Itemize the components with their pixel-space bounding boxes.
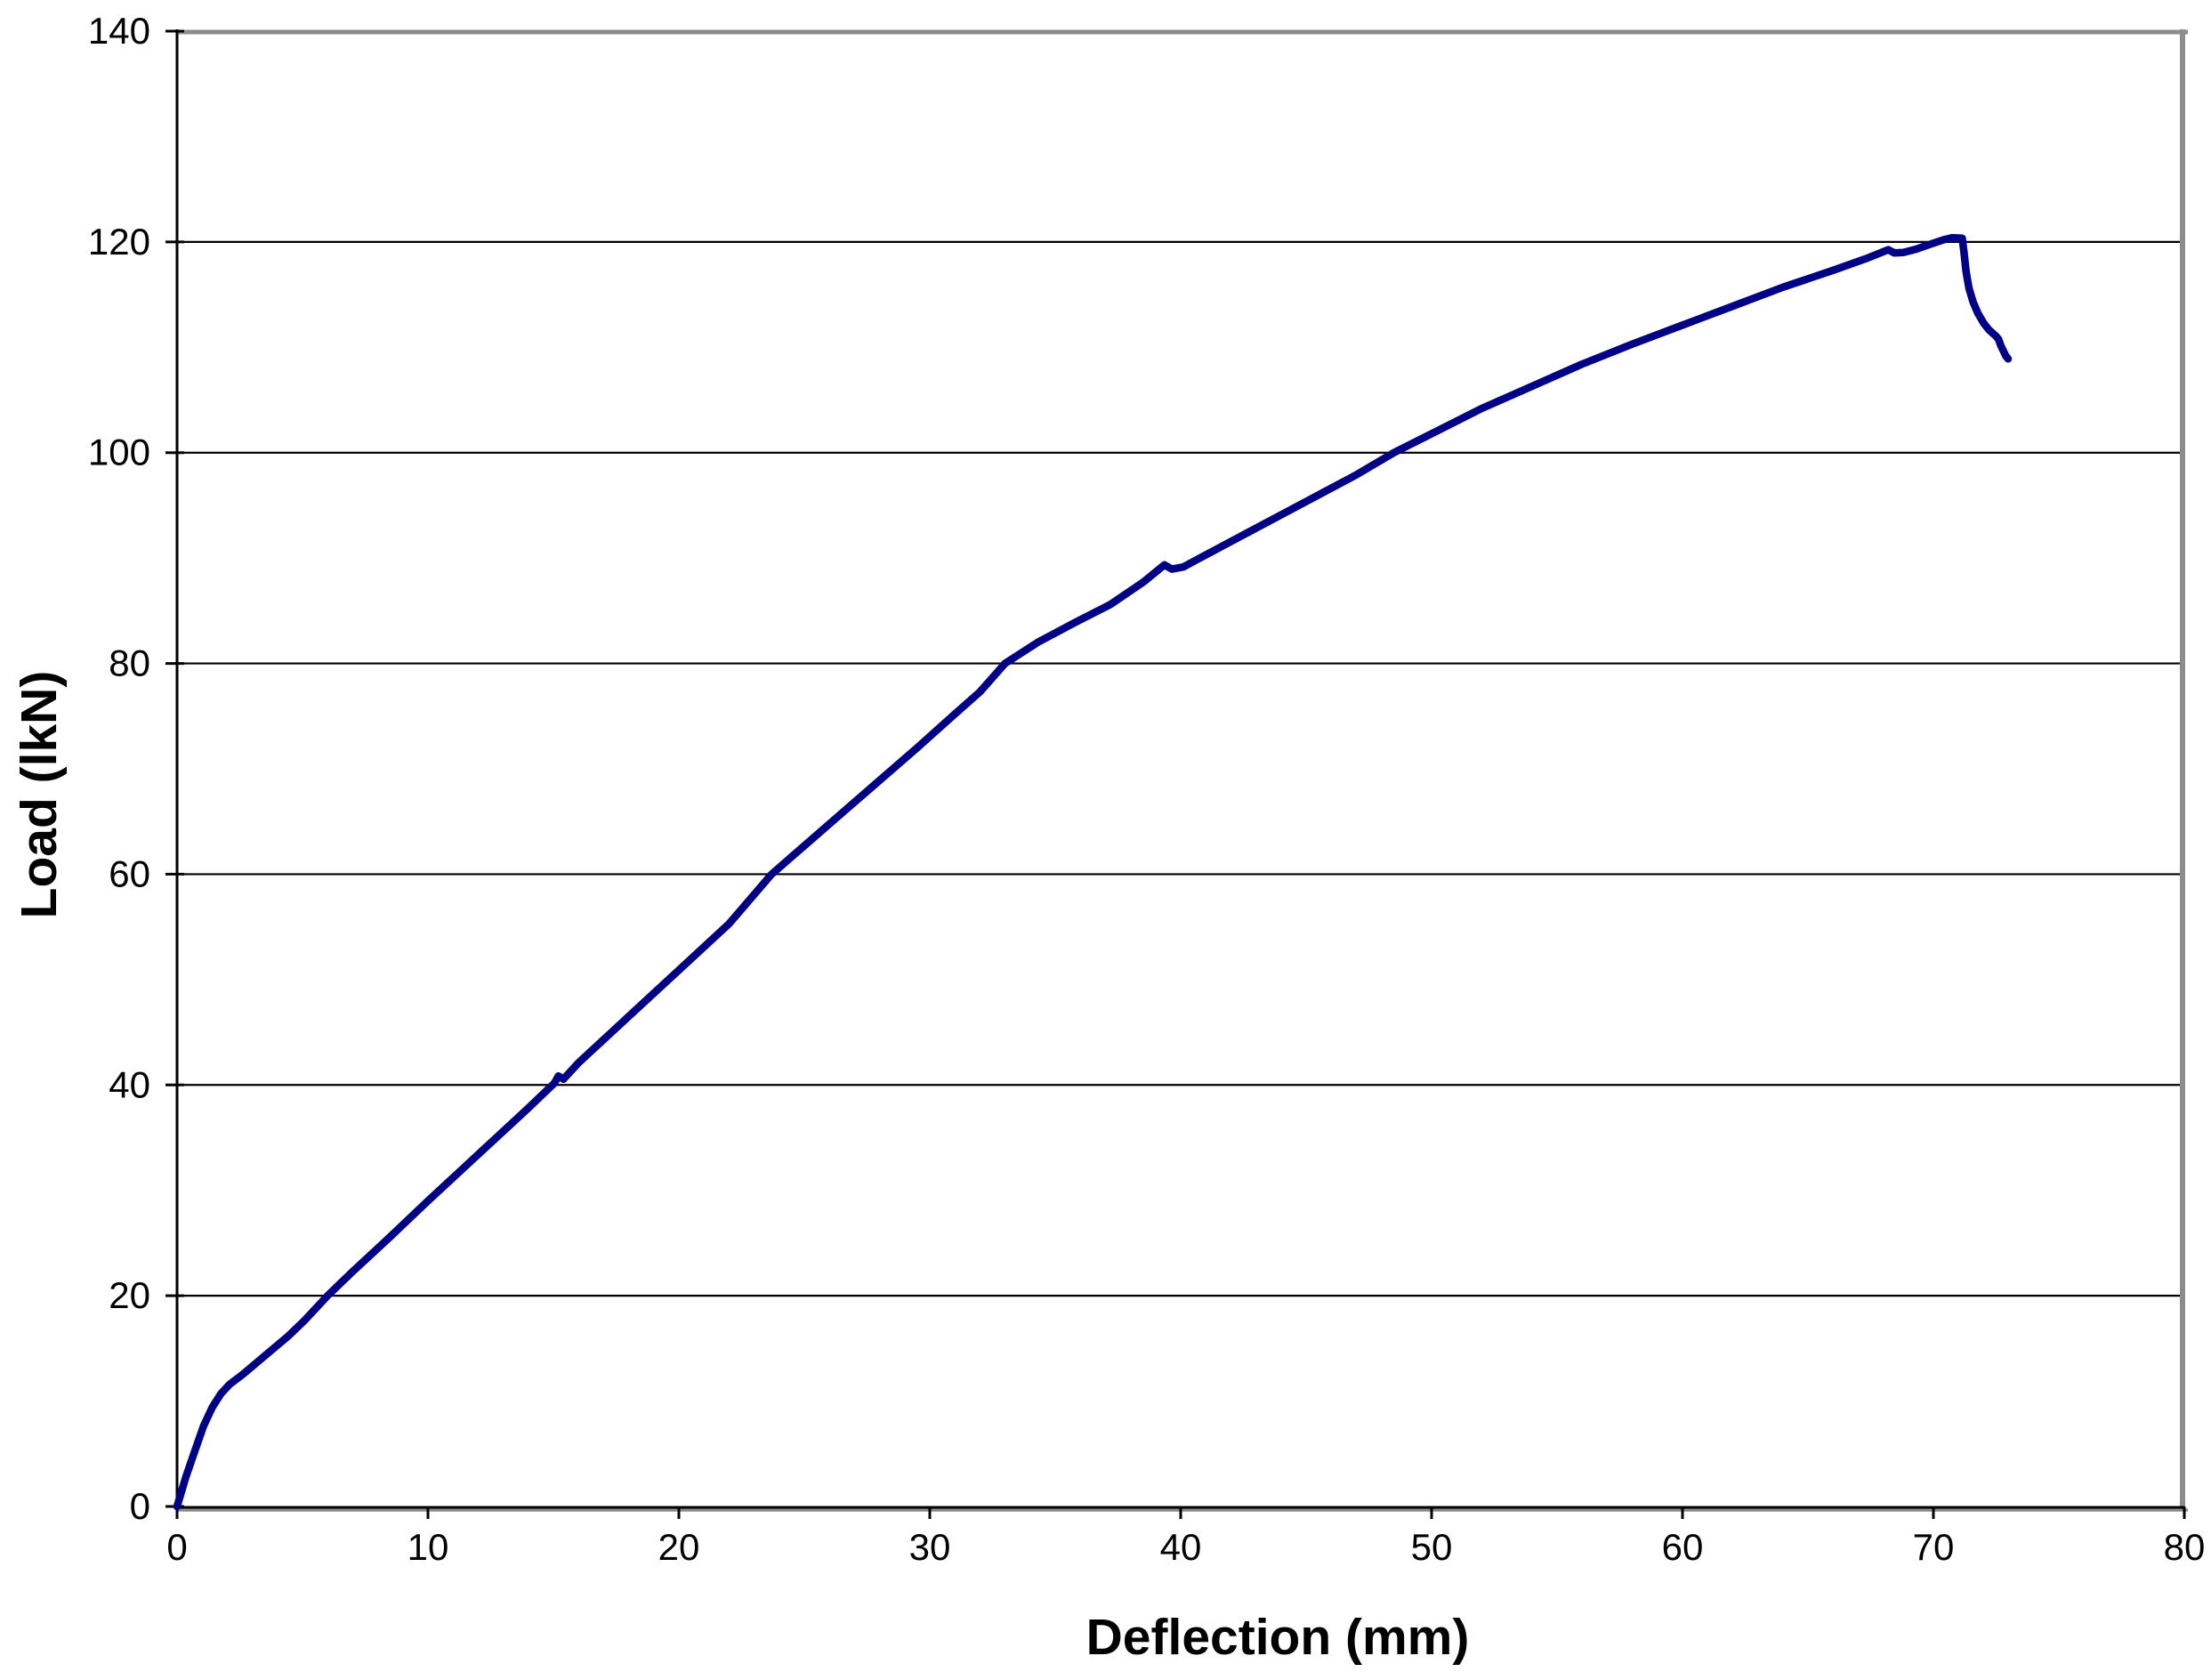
- y-tick-label-60: 60: [109, 852, 150, 894]
- x-tick-label-20: 20: [658, 1526, 700, 1568]
- x-tick-label-80: 80: [2164, 1526, 2206, 1568]
- y-tick-label-120: 120: [88, 221, 150, 262]
- x-tick-label-0: 0: [166, 1526, 187, 1568]
- y-tick-label-20: 20: [109, 1274, 150, 1316]
- x-tick-label-60: 60: [1662, 1526, 1704, 1568]
- x-axis-title: Deflection (mm): [1085, 1609, 1470, 1666]
- y-tick-label-140: 140: [88, 10, 150, 52]
- x-tick-label-40: 40: [1160, 1526, 1202, 1568]
- load-deflection-curve: [173, 233, 2013, 1511]
- y-axis-title: Load (lkN): [11, 670, 68, 919]
- y-tick-label-0: 0: [130, 1485, 150, 1527]
- x-tick-label-10: 10: [408, 1526, 449, 1568]
- x-tick-label-30: 30: [909, 1526, 951, 1568]
- y-tick-label-80: 80: [109, 642, 150, 684]
- x-tick-label-70: 70: [1913, 1526, 1955, 1568]
- x-tick-label-50: 50: [1411, 1526, 1453, 1568]
- y-tick-label-40: 40: [109, 1063, 150, 1105]
- y-tick-label-100: 100: [88, 432, 150, 473]
